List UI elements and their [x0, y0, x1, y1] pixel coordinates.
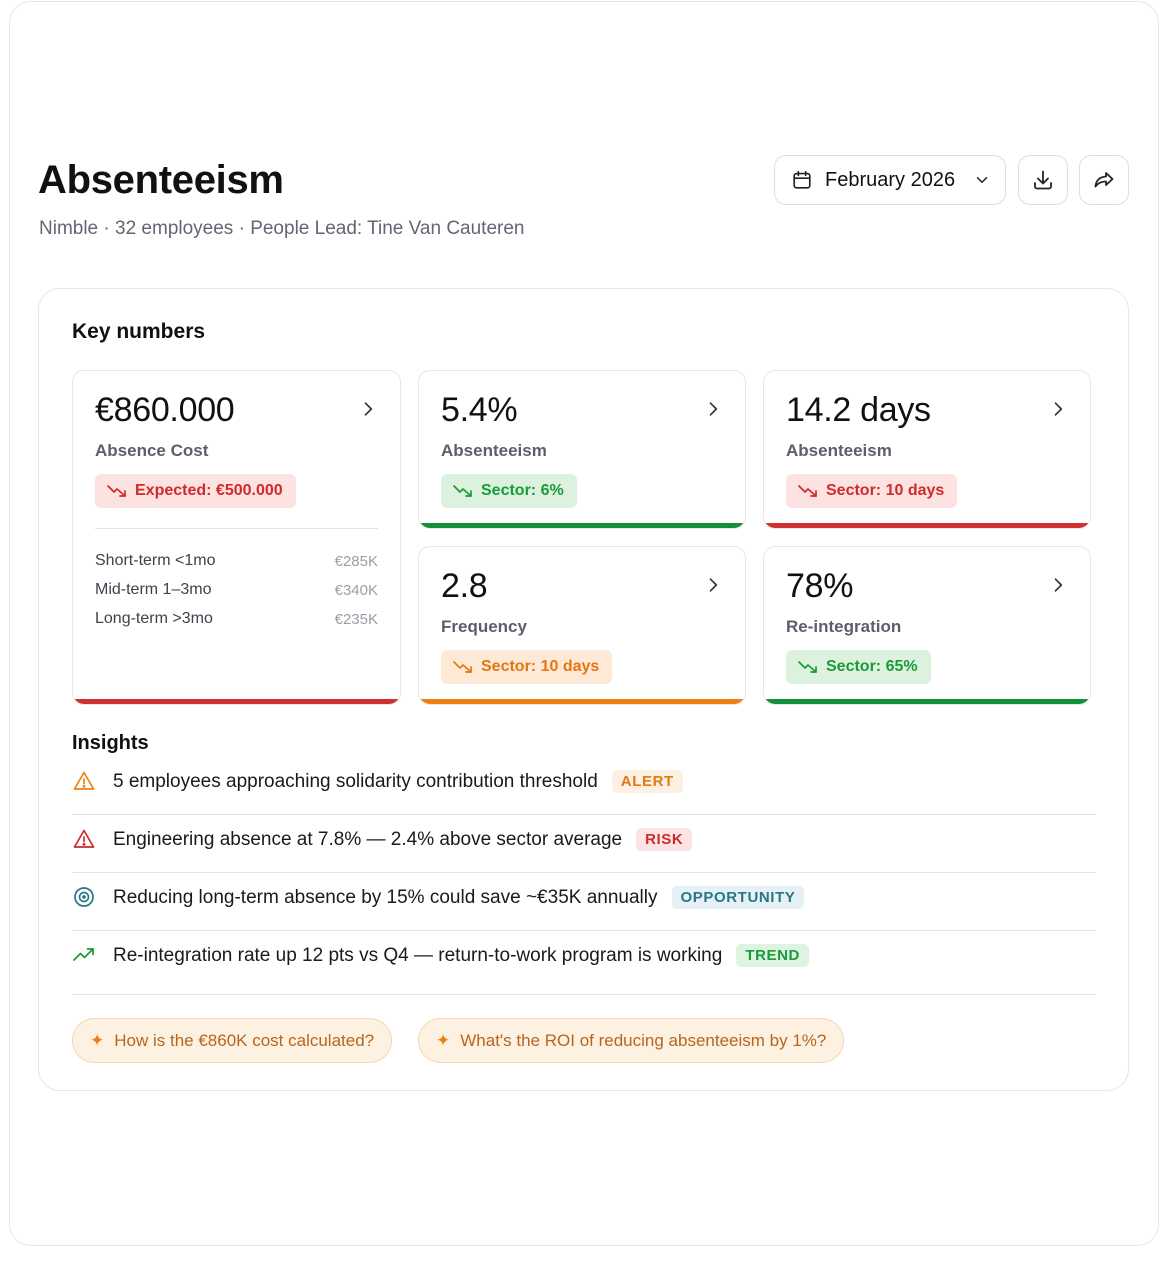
page-subtitle: Nimble · 32 employees · People Lead: Tin…	[39, 218, 525, 239]
download-button[interactable]	[1018, 155, 1068, 205]
trend-up-icon	[73, 948, 94, 961]
insight-label: 5 employees approaching solidarity contr…	[113, 771, 598, 792]
badge-text: Sector: 10 days	[826, 482, 945, 499]
card-value: €860.000	[95, 391, 235, 429]
breakdown-label: Long-term >3mo	[95, 610, 213, 627]
card-accent-bar	[764, 523, 1090, 528]
breakdown-label: Short-term <1mo	[95, 552, 216, 569]
badge-text: Expected: €500.000	[135, 482, 283, 499]
card-value: 2.8	[441, 567, 488, 605]
chip-text: How is the €860K cost calculated?	[114, 1030, 375, 1050]
card-value: 14.2 days	[786, 391, 931, 429]
chip-text: What's the ROI of reducing absenteeism b…	[460, 1030, 827, 1050]
warning-icon	[73, 829, 95, 848]
card-accent-bar	[419, 699, 745, 704]
date-picker-value: February 2026	[825, 168, 956, 191]
badge-text: Sector: 10 days	[481, 658, 600, 675]
chevron-right-icon	[1054, 578, 1063, 592]
card-accent-bar	[764, 699, 1090, 704]
insight-tag: OPPORTUNITY	[671, 886, 805, 909]
target-icon	[74, 887, 94, 907]
insight-text: Re-integration rate up 12 pts vs Q4 — re…	[113, 944, 809, 967]
insight-row[interactable]: Engineering absence at 7.8% — 2.4% above…	[72, 815, 1096, 873]
chevron-right-icon	[364, 402, 373, 416]
breakdown-value: €340K	[334, 582, 378, 599]
card-label: Re-integration	[786, 617, 902, 636]
insight-tag: ALERT	[611, 770, 683, 793]
suggestion-chip[interactable]: ✦ How is the €860K cost calculated?	[72, 1018, 393, 1063]
share-icon	[1094, 172, 1114, 188]
insight-text: Reducing long-term absence by 15% could …	[113, 886, 805, 909]
chevron-right-icon	[709, 578, 718, 592]
trend-down-icon	[453, 661, 472, 673]
insight-row[interactable]: Re-integration rate up 12 pts vs Q4 — re…	[72, 931, 1096, 995]
breakdown-value: €235K	[334, 611, 378, 628]
page-title: Absenteeism	[38, 158, 284, 202]
absence-cost-card[interactable]: €860.000 Absence Cost Expected: €500.000…	[72, 370, 401, 705]
sparkle-icon: ✦	[436, 1030, 451, 1050]
status-badge: Expected: €500.000	[95, 474, 296, 508]
insights-title: Insights	[72, 732, 149, 754]
status-badge: Sector: 10 days	[441, 650, 613, 684]
card-value: 78%	[786, 567, 854, 605]
warning-icon	[73, 771, 95, 790]
badge-text: Sector: 6%	[481, 482, 564, 499]
divider	[95, 528, 378, 529]
trend-down-icon	[798, 485, 817, 497]
key-numbers-title: Key numbers	[72, 320, 206, 343]
insight-text: Engineering absence at 7.8% — 2.4% above…	[113, 828, 693, 851]
absenteeism-days-card[interactable]: 14.2 days Absenteeism Sector: 10 days	[763, 370, 1091, 529]
date-picker-button[interactable]: February 2026	[774, 155, 1006, 205]
insight-text: 5 employees approaching solidarity contr…	[113, 770, 683, 793]
badge-text: Sector: 65%	[826, 658, 918, 675]
insight-row[interactable]: Reducing long-term absence by 15% could …	[72, 873, 1096, 931]
insight-tag: TREND	[736, 944, 809, 967]
status-badge: Sector: 10 days	[786, 474, 958, 508]
calendar-icon	[793, 170, 811, 189]
sparkle-icon: ✦	[90, 1030, 105, 1050]
trend-down-icon	[798, 661, 817, 673]
chevron-down-icon	[976, 177, 988, 183]
frequency-card[interactable]: 2.8 Frequency Sector: 10 days	[418, 546, 746, 705]
insight-label: Re-integration rate up 12 pts vs Q4 — re…	[113, 945, 723, 966]
card-accent-bar	[73, 699, 400, 704]
reintegration-card[interactable]: 78% Re-integration Sector: 65%	[763, 546, 1091, 705]
insight-label: Engineering absence at 7.8% — 2.4% above…	[113, 829, 623, 850]
trend-down-icon	[107, 485, 126, 497]
card-label: Frequency	[441, 617, 527, 636]
card-value: 5.4%	[441, 391, 518, 429]
download-icon	[1034, 170, 1052, 190]
insight-tag: RISK	[636, 828, 693, 851]
card-label: Absence Cost	[95, 441, 209, 460]
trend-down-icon	[453, 485, 472, 497]
suggestion-chip[interactable]: ✦ What's the ROI of reducing absenteeism…	[418, 1018, 845, 1063]
chevron-right-icon	[1054, 402, 1063, 416]
status-badge: Sector: 6%	[441, 474, 577, 508]
absenteeism-rate-card[interactable]: 5.4% Absenteeism Sector: 6%	[418, 370, 746, 529]
breakdown-label: Mid-term 1–3mo	[95, 581, 212, 598]
insight-row[interactable]: 5 employees approaching solidarity contr…	[72, 757, 1096, 815]
share-button[interactable]	[1079, 155, 1129, 205]
card-accent-bar	[419, 523, 745, 528]
card-label: Absenteeism	[441, 441, 547, 460]
breakdown-value: €285K	[334, 553, 378, 570]
insight-label: Reducing long-term absence by 15% could …	[113, 887, 658, 908]
status-badge: Sector: 65%	[786, 650, 931, 684]
chevron-right-icon	[709, 402, 718, 416]
card-label: Absenteeism	[786, 441, 892, 460]
